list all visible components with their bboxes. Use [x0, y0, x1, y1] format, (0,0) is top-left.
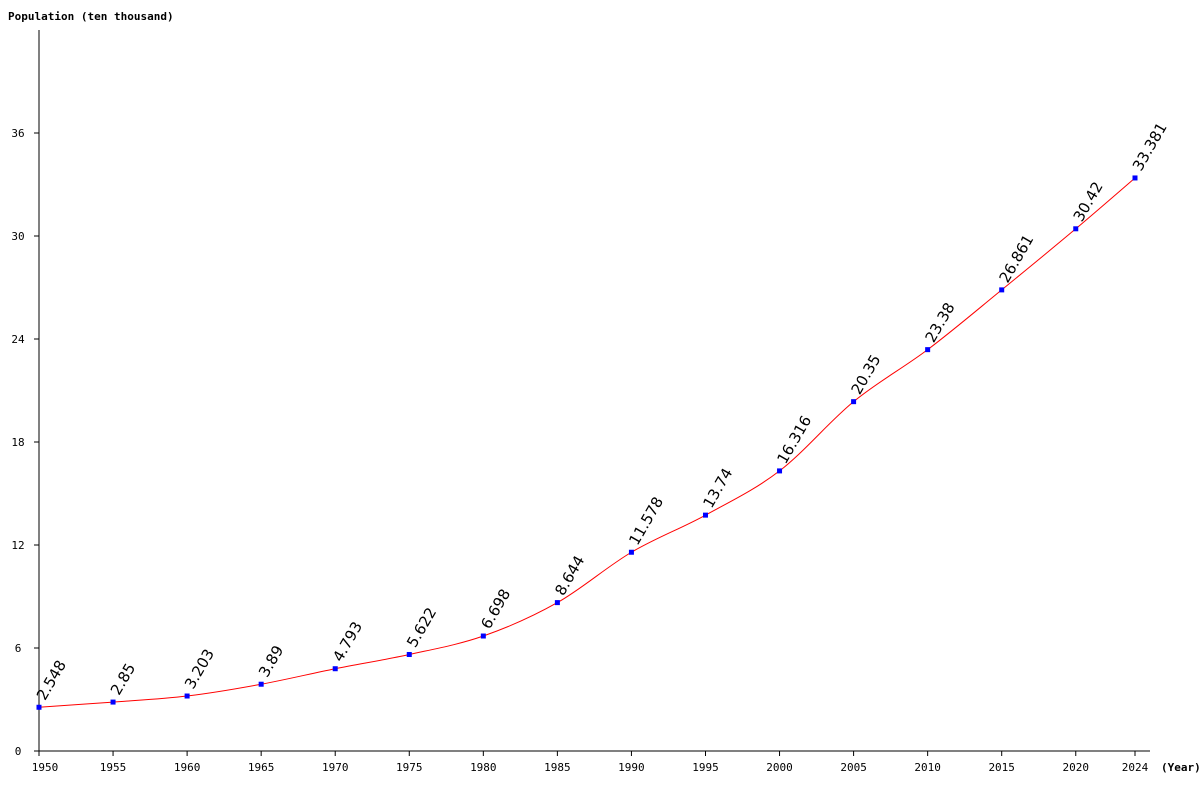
data-label-1960: 3.203	[181, 646, 218, 692]
x-tick-label: 2000	[766, 761, 793, 774]
data-labels: 2.548 2.85 3.203 3.89 4.793 5.622 6.698 8.644 11…	[33, 119, 1171, 703]
data-point-2000	[777, 468, 783, 474]
x-tick-label: 1965	[248, 761, 275, 774]
data-point-2024	[1132, 175, 1138, 181]
x-tick-label: 2020	[1063, 761, 1090, 774]
data-point-2015	[999, 287, 1005, 293]
x-tick-label: 1960	[174, 761, 201, 774]
x-tick-label: 1980	[470, 761, 497, 774]
data-point-2005	[851, 399, 857, 405]
data-label-2010: 23.38	[922, 299, 959, 345]
y-ticks: 0 6 12 18 24 30 36	[11, 127, 39, 758]
data-point-2020	[1073, 226, 1079, 232]
data-label-2020: 30.42	[1070, 179, 1107, 225]
data-label-1995: 13.74	[699, 465, 736, 511]
x-tick-label: 2024	[1122, 761, 1149, 774]
data-point-2010	[925, 347, 931, 353]
data-point-1980	[480, 633, 486, 639]
data-label-1950: 2.548	[33, 657, 70, 703]
data-point-1995	[702, 512, 708, 518]
data-label-1970: 4.793	[329, 619, 366, 665]
x-tick-label: 1970	[322, 761, 349, 774]
data-point-1955	[110, 699, 116, 705]
x-tick-label: 1995	[692, 761, 719, 774]
x-tick-label: 2005	[840, 761, 867, 774]
data-label-2024: 33.381	[1129, 119, 1171, 173]
y-tick-label: 24	[11, 333, 25, 346]
data-point-1990	[628, 549, 634, 555]
x-tick-label: 1990	[618, 761, 645, 774]
data-label-1965: 3.89	[255, 642, 287, 680]
data-point-1975	[406, 651, 412, 657]
data-label-1985: 8.644	[551, 552, 588, 598]
population-line	[38, 177, 1136, 708]
y-tick-label: 30	[11, 230, 24, 243]
x-tick-label: 2015	[988, 761, 1015, 774]
x-tick-label: 1955	[100, 761, 127, 774]
data-point-1950	[36, 704, 42, 710]
data-point-1965	[258, 681, 264, 687]
x-ticks: 1950 1955 1960 1965 1970 1975 1980 1985 1990 1995…	[32, 751, 1149, 774]
y-tick-label: 0	[15, 745, 22, 758]
data-label-1990: 11.578	[625, 494, 667, 548]
data-point-1985	[554, 600, 560, 606]
data-label-1980: 6.698	[477, 586, 514, 632]
axes	[38, 30, 1150, 752]
data-point-1970	[332, 666, 338, 672]
y-axis-title: Population (ten thousand)	[8, 10, 174, 23]
y-tick-label: 12	[11, 539, 24, 552]
x-tick-label: 2010	[914, 761, 941, 774]
y-tick-label: 36	[11, 127, 24, 140]
data-label-1955: 2.85	[107, 660, 139, 698]
y-tick-label: 6	[15, 642, 22, 655]
series-population	[36, 175, 1138, 710]
x-axis-title: (Year)	[1161, 761, 1200, 774]
data-label-1975: 5.622	[403, 604, 440, 650]
data-label-2005: 20.35	[847, 351, 884, 397]
x-tick-label: 1975	[396, 761, 423, 774]
x-tick-label: 1950	[32, 761, 59, 774]
x-tick-label: 1985	[544, 761, 571, 774]
y-tick-label: 18	[11, 436, 24, 449]
data-point-1960	[184, 693, 190, 699]
